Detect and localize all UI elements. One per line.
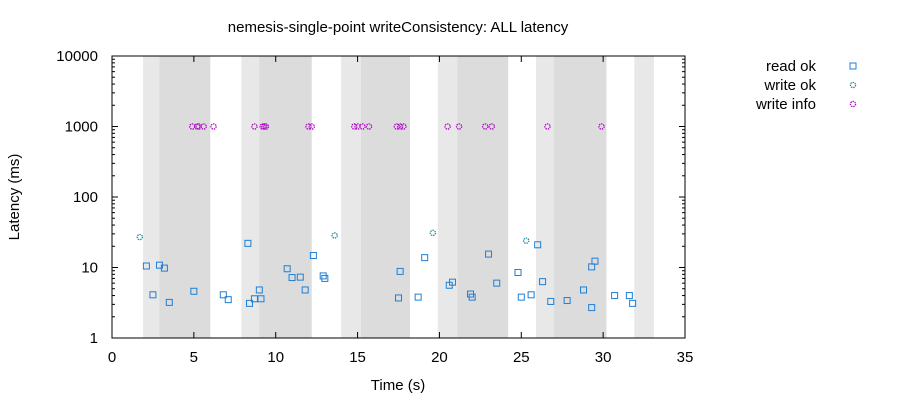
write-ok-point [429,229,437,237]
read-ok-point [246,299,254,307]
write-info-point [262,123,270,130]
x-tick-label: 10 [267,349,284,366]
axis-ticks: 0 5 10 15 20 25 30 35 1 10 100 1000 10000 [56,48,693,366]
read-ok-point [165,298,173,306]
read-ok-point [160,264,168,272]
nemesis-bands [143,56,654,338]
y-tick-label: 100 [73,189,98,206]
write-info-point [359,123,366,130]
x-tick-label: 5 [190,349,198,366]
read-ok-point [591,257,599,265]
read-ok-point [396,267,404,275]
write-ok-point [136,233,144,241]
read-ok-point [414,293,422,301]
read-ok-point [149,291,157,299]
read-ok-point [485,250,493,258]
read-ok-point [301,286,309,294]
chart-title: nemesis-single-point writeConsistency: A… [228,19,569,36]
x-tick-label: 20 [431,349,448,366]
write-ok-point [331,232,338,239]
nemesis-band-dark-2 [360,56,410,338]
write-info-point [305,123,312,130]
y-tick-label: 1 [90,330,98,347]
write-info-point [544,123,551,130]
read-ok-point [625,292,633,300]
read-ok-point [514,268,522,276]
x-tick-label: 0 [108,349,116,366]
write-ok-point [522,237,530,244]
read-ok-point [296,273,304,281]
nemesis-band-light-4 [536,56,555,338]
write-info-point [444,123,451,130]
read-ok-point [283,265,291,273]
write-info-point [210,123,217,130]
write-info-point [308,123,315,130]
legend-label-read-ok: read ok [766,58,817,75]
nemesis-band-dark-1 [259,56,312,338]
x-tick-label: 25 [513,349,530,366]
y-tick-label: 1000 [65,119,98,136]
read-ok-point [588,304,596,312]
read-ok-point [224,296,232,304]
write-info-point [400,123,407,130]
read-ok-point [493,279,501,287]
legend: read ok write ok write info [755,58,857,113]
read-ok-point [309,251,317,259]
write-info-point [598,123,605,130]
x-axis-label: Time (s) [371,377,425,394]
write-info-point [351,123,358,130]
read-ok-point [142,262,150,270]
read-ok-point [321,274,329,282]
x-tick-label: 30 [595,349,612,366]
read-ok-point [579,286,587,294]
y-axis-label: Latency (ms) [6,154,23,241]
write-info-point [200,123,207,130]
read-ok-point [539,278,547,286]
write-info-point [455,123,463,130]
read-ok-point [449,278,457,286]
read-ok-point [468,293,476,301]
read-ok-point [255,286,263,294]
write-info-point [393,123,401,130]
nemesis-band-light-2 [341,56,361,338]
legend-marker-read-ok [849,62,857,70]
legend-marker-write-ok [849,81,857,89]
nemesis-band-dark-3 [457,56,509,338]
x-tick-label: 35 [677,349,694,366]
read-ok-point [527,291,535,299]
read-ok-point [395,294,402,302]
data-points [136,123,637,312]
write-info-point [482,123,489,130]
legend-marker-write-info [849,100,857,108]
read-ok-point [250,295,258,303]
read-ok-point [190,287,198,295]
nemesis-band-light-3 [437,56,458,338]
read-ok-point [611,292,619,300]
read-ok-point [257,295,265,303]
write-info-point [396,123,404,130]
write-info-point [251,123,258,130]
y-tick-label: 10 [81,260,98,277]
read-ok-point [517,293,525,301]
write-info-point [488,123,496,130]
write-info-point [365,123,373,130]
legend-label-write-ok: write ok [763,77,816,94]
read-ok-point [563,297,571,305]
nemesis-band-dark-4 [554,56,607,338]
read-ok-point [288,274,296,282]
nemesis-band-light-5 [634,56,654,338]
read-ok-point [547,297,555,305]
y-tick-label: 10000 [56,48,98,65]
nemesis-band-dark-0 [159,56,211,338]
legend-label-write-info: write info [755,96,816,113]
read-ok-point [219,291,227,299]
read-ok-point [244,239,252,247]
read-ok-point [629,299,637,307]
x-tick-label: 15 [349,349,366,366]
read-ok-point [421,254,429,262]
read-ok-point [534,241,542,249]
